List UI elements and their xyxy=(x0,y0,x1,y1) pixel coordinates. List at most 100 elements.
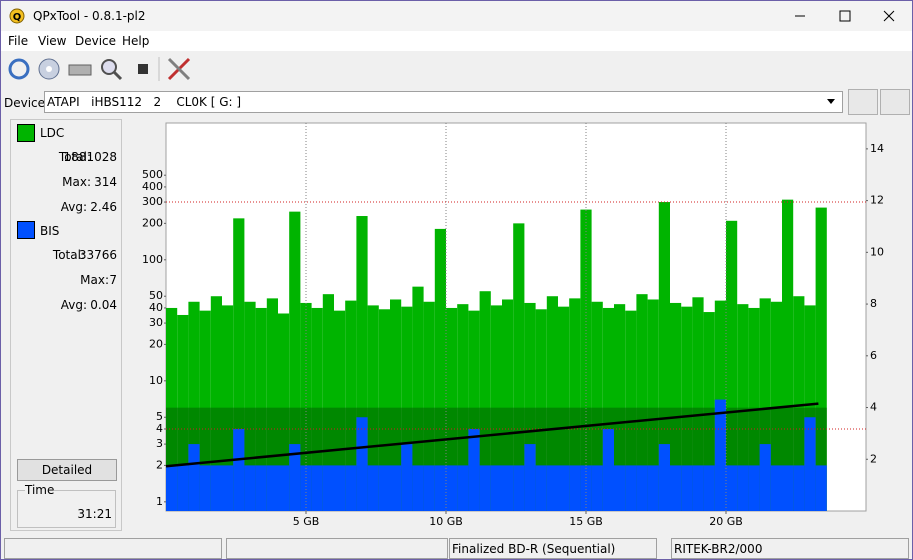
bis-bar xyxy=(401,444,413,511)
ldc-bar xyxy=(479,291,491,511)
chart: 1234510203040501002003004005002468101214… xyxy=(142,122,884,528)
menu-item[interactable]: View xyxy=(38,34,67,48)
ldc-bar xyxy=(345,300,357,511)
bis-bar xyxy=(759,444,771,511)
y-tick-label: 5 xyxy=(156,410,163,423)
eject-button[interactable] xyxy=(848,89,878,115)
ldc-bar xyxy=(591,301,603,511)
menu-item[interactable]: File xyxy=(8,34,29,48)
device-label: Device: xyxy=(4,96,50,110)
x-tick-label: 15 GB xyxy=(569,515,603,528)
stat-value: 314 xyxy=(94,175,117,189)
y-tick-label: 500 xyxy=(142,168,163,181)
device-value: ATAPI iHBS112 2 CL0K [ G: ] xyxy=(47,95,242,109)
bis-bar xyxy=(177,465,189,511)
bis-bar xyxy=(793,465,805,511)
ldc-bar xyxy=(423,301,435,511)
y-tick-label: 100 xyxy=(142,253,163,266)
stat-label: Avg: xyxy=(60,200,87,214)
stat-label: Max: xyxy=(80,273,109,287)
bis-bar xyxy=(222,465,234,511)
bis-bar xyxy=(300,465,312,511)
ldc-bar xyxy=(726,220,738,512)
bis-bar xyxy=(681,465,693,511)
ldc-bar xyxy=(759,298,771,511)
menu-bar: File View Device Help xyxy=(1,31,912,51)
bis-bar xyxy=(166,465,178,511)
status-cell xyxy=(4,538,222,559)
stat-value: 2.46 xyxy=(90,200,117,214)
ldc-bar xyxy=(636,294,648,511)
bis-bar xyxy=(804,417,816,511)
bis-bar xyxy=(367,465,379,511)
lock-button[interactable] xyxy=(880,89,910,115)
ldc-bar xyxy=(210,296,222,511)
bis-swatch xyxy=(17,221,35,239)
x-tick-label: 10 GB xyxy=(429,515,463,528)
y2-tick-label: 8 xyxy=(870,297,877,310)
ldc-bar xyxy=(322,294,334,511)
bis-bar xyxy=(233,428,245,511)
bis-bar xyxy=(278,465,290,511)
bis-bar xyxy=(580,465,592,511)
bis-bar xyxy=(322,465,334,511)
y-tick-label: 20 xyxy=(149,337,163,350)
time-label: Time xyxy=(25,483,55,497)
detailed-button[interactable]: Detailed xyxy=(17,459,117,481)
bis-bar xyxy=(670,465,682,511)
y2-tick-label: 6 xyxy=(870,349,877,362)
legend-label: BIS xyxy=(40,224,60,238)
bis-bar xyxy=(524,444,536,511)
stat-value: 33766 xyxy=(78,248,117,262)
speed-line xyxy=(165,402,819,468)
bis-bar xyxy=(199,465,211,511)
window-title: QPxTool - 0.8.1-pl2 xyxy=(33,9,146,23)
ldc-bar xyxy=(815,207,827,511)
bis-bar xyxy=(434,465,446,511)
time-value: 31:21 xyxy=(77,507,112,521)
bis-bar xyxy=(479,465,491,511)
ldc-bar xyxy=(502,299,514,511)
ldc-bar xyxy=(412,286,424,511)
ldc-bar xyxy=(614,304,626,511)
ldc-bar xyxy=(289,211,301,511)
y2-tick-label: 14 xyxy=(870,142,884,155)
ldc-bar xyxy=(266,298,278,511)
bis-bar xyxy=(502,465,514,511)
stat-label: Total: xyxy=(58,150,91,164)
bis-bar xyxy=(378,465,390,511)
stat-value: 7 xyxy=(109,273,117,287)
menu-item[interactable]: Help xyxy=(122,34,150,48)
bis-bar xyxy=(356,417,368,511)
bis-bar xyxy=(782,465,794,511)
bis-bar xyxy=(714,399,726,511)
ldc-bar xyxy=(233,218,245,511)
menu-item[interactable]: Device xyxy=(75,34,117,48)
bis-bar xyxy=(210,465,222,511)
y2-tick-label: 2 xyxy=(870,452,877,465)
title-bar: Q QPxTool - 0.8.1-pl2 xyxy=(1,1,912,31)
bis-bar xyxy=(546,465,558,511)
bis-bar xyxy=(602,428,614,511)
bis-bar xyxy=(692,465,704,511)
bis-bar xyxy=(446,465,458,511)
ldc-bar xyxy=(457,304,469,511)
bis-bar xyxy=(457,465,469,511)
device-select[interactable]: ATAPI iHBS112 2 CL0K [ G: ] xyxy=(44,91,843,113)
stat-value: 1881028 xyxy=(63,150,117,164)
ldc-bar xyxy=(737,304,749,511)
legend-label: LDC xyxy=(40,126,65,140)
ldc-bar xyxy=(770,301,782,511)
bis-bar xyxy=(244,465,256,511)
bis-bar xyxy=(726,465,738,511)
ldc-bar xyxy=(300,302,312,511)
y-tick-label: 4 xyxy=(156,422,163,435)
y-tick-label: 3 xyxy=(156,437,163,450)
bis-bar xyxy=(614,465,626,511)
bis-bar xyxy=(569,465,581,511)
window-controls[interactable] xyxy=(781,1,912,31)
bis-bar xyxy=(423,465,435,511)
bis-bar xyxy=(591,465,603,511)
toolbar[interactable] xyxy=(1,53,201,85)
